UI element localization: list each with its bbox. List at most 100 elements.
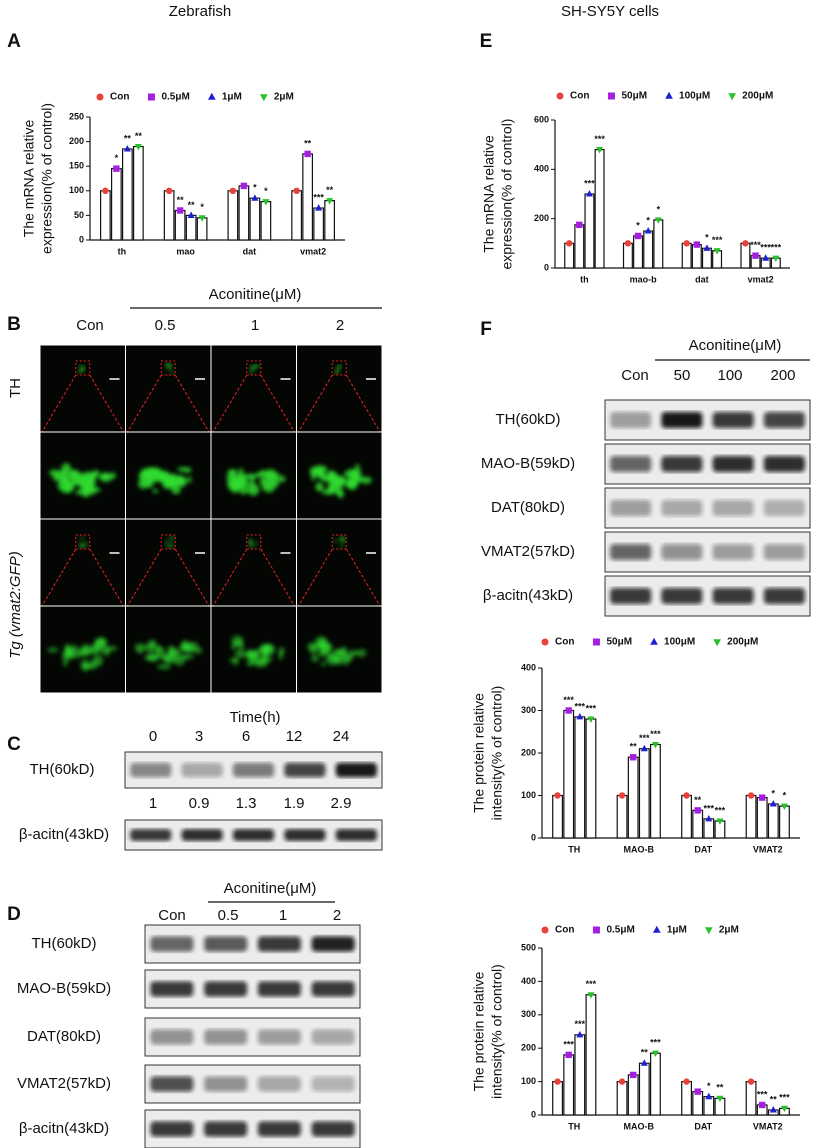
bar [185, 214, 197, 241]
marker [728, 93, 737, 101]
significance-label: * [115, 153, 119, 163]
row-label: Tg (vmat2:GFP) [7, 551, 24, 659]
band [204, 1029, 248, 1045]
significance-label: ** [188, 200, 196, 210]
significance-label: ** [641, 1048, 649, 1058]
legend-label: Con [570, 91, 589, 102]
marker [102, 187, 109, 194]
signal [249, 538, 252, 542]
blot-label: β-acitn(43kD) [19, 826, 109, 843]
y-axis-label: expression(% of control) [499, 119, 515, 270]
x-tick-label: TH [568, 1121, 580, 1131]
band [610, 412, 652, 428]
bar [564, 242, 575, 269]
marker [629, 754, 637, 761]
bar [584, 193, 595, 269]
band [661, 456, 703, 472]
signal [194, 647, 203, 654]
significance-label: *** [575, 701, 586, 711]
band [311, 1076, 355, 1092]
signal [64, 481, 74, 494]
fluorescence [334, 364, 342, 374]
y-tick-label: 200 [521, 747, 536, 757]
bar [703, 818, 715, 839]
marker [652, 925, 661, 933]
bar [227, 190, 239, 241]
treatment-label: Time(h) [229, 709, 280, 726]
bar [650, 743, 661, 839]
significance-label: *** [594, 134, 605, 144]
marker [326, 198, 334, 205]
x-tick-label: mao [176, 246, 195, 256]
signal [321, 661, 326, 667]
band [661, 500, 703, 516]
signal [336, 370, 339, 374]
bar [260, 201, 272, 241]
signal [350, 650, 359, 655]
bar [627, 756, 639, 839]
marker [654, 217, 662, 224]
bar [622, 242, 633, 269]
band [204, 981, 248, 997]
legend-label: 100μM [679, 91, 710, 102]
fluorescence [249, 364, 260, 375]
signal [342, 540, 346, 543]
band [204, 1121, 248, 1137]
band [661, 544, 703, 560]
signal [340, 544, 343, 548]
ratio-label: 1.3 [236, 795, 257, 812]
significance-label: *** [650, 1038, 661, 1048]
bar [779, 805, 790, 839]
marker [640, 1059, 648, 1066]
marker [780, 803, 788, 810]
signal [233, 474, 247, 480]
signal [168, 367, 171, 370]
bar [552, 1080, 563, 1116]
bar [633, 235, 644, 269]
signal [249, 541, 253, 544]
bar [681, 1080, 692, 1116]
micrograph [210, 344, 297, 433]
zoom-box [246, 360, 262, 376]
signal [78, 364, 81, 368]
signal [104, 649, 110, 657]
marker [96, 93, 104, 101]
x-tick-label: DAT [694, 844, 712, 854]
y-axis-label: intensity(% of control) [489, 964, 505, 1099]
significance-label: *** [586, 979, 597, 989]
marker [207, 92, 216, 100]
band [311, 936, 355, 952]
signal [235, 649, 246, 659]
marker [187, 211, 195, 218]
blot-label: β-acitn(43kD) [19, 1120, 109, 1137]
legend-label: 0.5μM [161, 92, 189, 103]
legend-label: 2μM [719, 925, 739, 936]
band [763, 544, 805, 560]
zoom-line [41, 374, 77, 433]
column-label: 0.5 [155, 317, 176, 334]
marker [607, 92, 615, 100]
marker [541, 926, 549, 934]
zoom-line [298, 374, 333, 433]
y-axis-label: expression(% of control) [39, 103, 55, 254]
band [712, 456, 754, 472]
signal [252, 367, 255, 371]
y-tick-label: 300 [521, 1009, 536, 1019]
column-label: 1 [251, 317, 259, 334]
bar [692, 1091, 704, 1116]
bar [563, 709, 575, 839]
marker [713, 248, 721, 255]
signal [170, 543, 173, 547]
fluorescence [164, 363, 174, 374]
signal [164, 363, 168, 366]
y-tick-label: 0 [544, 262, 549, 272]
zoom-box [331, 360, 347, 376]
lane-label: 3 [195, 728, 203, 745]
bar [574, 224, 585, 269]
bar [121, 148, 133, 241]
bar [574, 716, 586, 839]
micrograph [296, 518, 383, 607]
significance-label: * [253, 183, 257, 193]
bar [585, 994, 597, 1116]
